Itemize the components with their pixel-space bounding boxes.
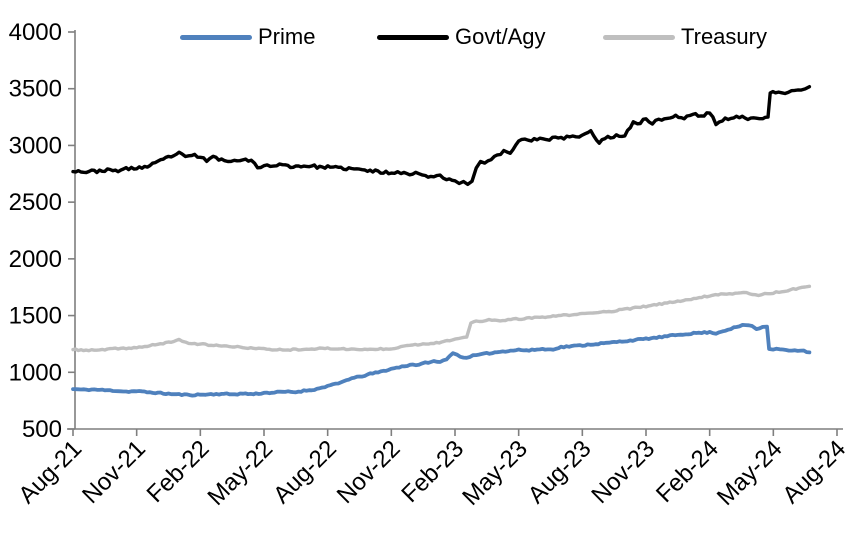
legend-swatch-treasury — [603, 34, 675, 40]
x-tick-label: Nov-22 — [332, 435, 406, 509]
x-tick-label: Nov-23 — [586, 435, 660, 509]
series-line-govt-agy — [71, 84, 812, 187]
legend-label-treasury: Treasury — [681, 24, 767, 49]
y-tick-label: 2500 — [9, 189, 62, 216]
legend-item-treasury: Treasury — [603, 24, 767, 50]
y-tick-label: 3500 — [9, 76, 62, 103]
x-tick-label: May-23 — [457, 435, 533, 511]
series-line-treasury — [71, 284, 812, 353]
x-tick-label: Aug-21 — [13, 435, 87, 509]
series-line-prime — [71, 322, 812, 398]
x-tick-label: Nov-21 — [77, 435, 151, 509]
y-tick-label: 2000 — [9, 246, 62, 273]
x-tick-label: Aug-22 — [268, 435, 342, 509]
y-tick-label: 1000 — [9, 359, 62, 386]
legend-label-prime: Prime — [258, 24, 316, 49]
legend-item-govt-agy: Govt/Agy — [377, 24, 545, 50]
x-tick-label: Feb-22 — [142, 435, 215, 508]
y-tick-label: 3000 — [9, 132, 62, 159]
y-tick-label: 4000 — [9, 19, 62, 46]
legend-item-prime: Prime — [180, 24, 315, 50]
x-tick-label: Feb-23 — [396, 435, 469, 508]
x-tick-label: Aug-24 — [777, 435, 851, 509]
legend-swatch-prime — [180, 34, 252, 40]
x-tick-label: Feb-24 — [651, 435, 724, 508]
legend-label-govt-agy: Govt/Agy — [455, 24, 546, 49]
x-tick-label: Aug-23 — [523, 435, 597, 509]
y-tick-label: 1500 — [9, 303, 62, 330]
x-tick-label: May-22 — [203, 435, 279, 511]
x-tick-label: May-24 — [712, 435, 788, 511]
y-tick-label: 500 — [22, 416, 62, 443]
legend-swatch-govt-agy — [377, 34, 449, 40]
